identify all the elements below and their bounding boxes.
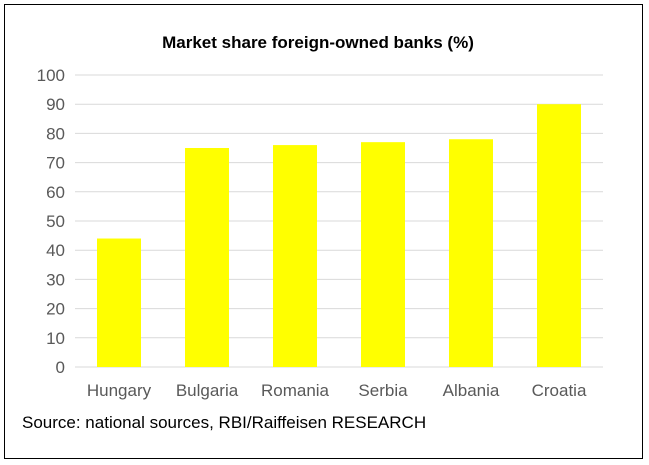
- y-tick-label: 50: [46, 212, 65, 231]
- x-axis-ticks: Hungary Bulgaria Romania Serbia Albania Croat…: [87, 381, 587, 400]
- bar-serbia: [361, 142, 405, 367]
- y-tick-label: 30: [46, 270, 65, 289]
- y-tick-label: 70: [46, 154, 65, 173]
- x-tick-label: Hungary: [87, 381, 152, 400]
- x-tick-label: Croatia: [532, 381, 587, 400]
- x-tick-label: Romania: [261, 381, 330, 400]
- bar-croatia: [537, 104, 581, 367]
- x-tick-label: Serbia: [358, 381, 408, 400]
- bar-romania: [273, 145, 317, 367]
- x-tick-label: Bulgaria: [176, 381, 239, 400]
- bar-bulgaria: [185, 148, 229, 367]
- x-tick-label: Albania: [443, 381, 500, 400]
- y-tick-label: 100: [37, 66, 65, 85]
- bars: [97, 104, 581, 367]
- y-tick-label: 90: [46, 95, 65, 114]
- y-tick-label: 10: [46, 329, 65, 348]
- grid-lines: [75, 74, 603, 368]
- y-tick-label: 60: [46, 183, 65, 202]
- y-axis-ticks: 0 10 20 30 40 50 60 70 80 90 100: [37, 66, 65, 377]
- bar-hungary: [97, 238, 141, 367]
- y-tick-label: 20: [46, 300, 65, 319]
- chart-title: Market share foreign-owned banks (%): [162, 33, 474, 52]
- source-note: Source: national sources, RBI/Raiffeisen…: [22, 413, 427, 432]
- bar-albania: [449, 139, 493, 367]
- y-tick-label: 0: [56, 358, 65, 377]
- y-tick-label: 80: [46, 124, 65, 143]
- y-tick-label: 40: [46, 241, 65, 260]
- chart-frame: [4, 4, 643, 459]
